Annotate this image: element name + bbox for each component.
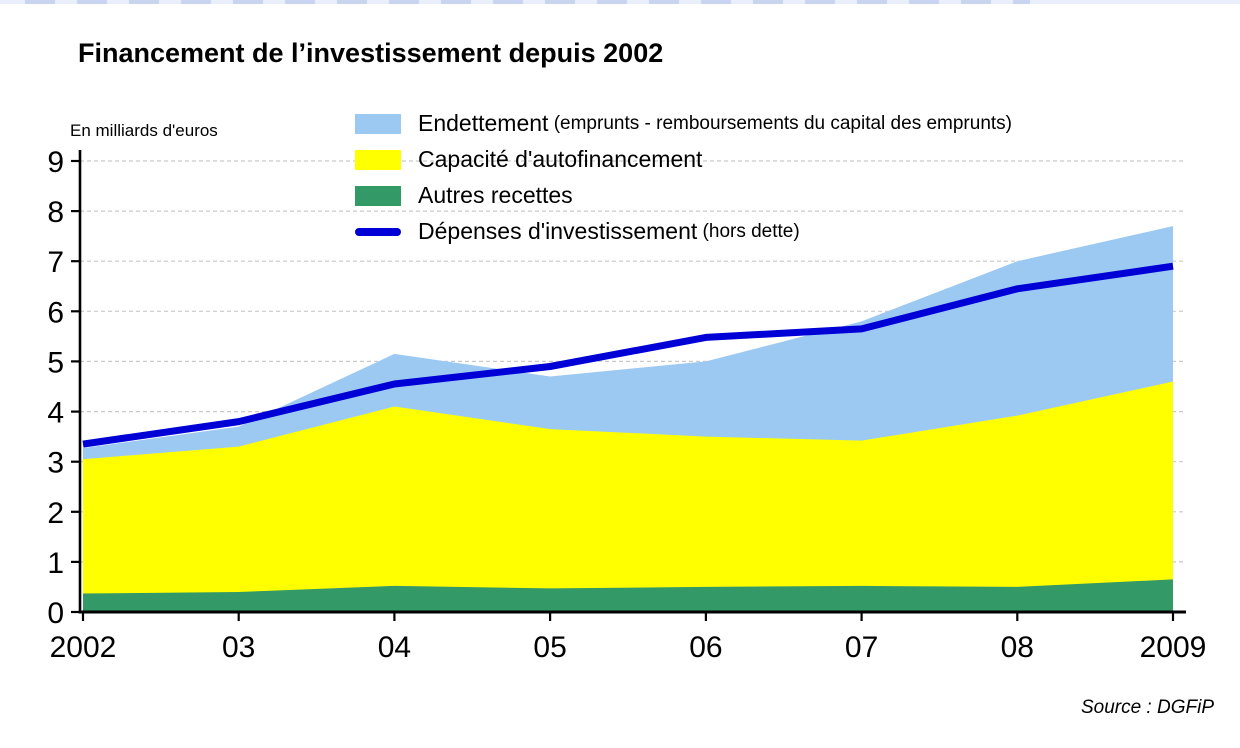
legend-label: Autres recettes: [418, 182, 573, 208]
y-tick-label: 5: [47, 346, 64, 379]
x-tick-label: 2009: [1140, 631, 1207, 664]
x-tick-label: 07: [845, 631, 878, 664]
legend-item: Autres recettes: [355, 182, 1012, 208]
legend-label: Endettement: [418, 110, 549, 136]
legend-label: Capacité d'autofinancement: [418, 146, 703, 172]
legend-item: Dépenses d'investissement (hors dette): [355, 218, 1012, 244]
y-tick-label: 6: [47, 296, 64, 329]
y-tick-label: 2: [47, 497, 64, 530]
legend-area-swatch: [355, 113, 401, 134]
legend-area-swatch: [355, 185, 401, 206]
cropped-toolbar-edge: [0, 0, 1240, 4]
line-depenses-investissement: [82, 262, 1174, 448]
legend-label: Dépenses d'investissement: [418, 218, 698, 244]
legend-area-swatch: [355, 149, 401, 170]
legend-note: (emprunts - remboursements du capital de…: [548, 112, 1013, 134]
y-tick-label: 7: [47, 246, 64, 279]
y-tick-label: 8: [47, 196, 64, 229]
legend-item: Endettement (emprunts - remboursements d…: [355, 110, 1013, 136]
source-label: Source : DGFiP: [1080, 697, 1214, 718]
y-tick-label: 1: [47, 547, 64, 580]
x-tick-label: 06: [689, 631, 722, 664]
x-tick-label: 03: [222, 631, 255, 664]
legend-line-swatch: [355, 227, 401, 236]
y-tick-label: 9: [47, 146, 64, 179]
y-tick-label: 4: [47, 397, 64, 430]
y-tick-label: 3: [47, 447, 64, 480]
y-tick-label: 0: [47, 597, 64, 630]
y-axis-unit-label: En milliards d'euros: [70, 121, 218, 140]
x-tick-label: 04: [378, 631, 411, 664]
legend: Endettement (emprunts - remboursements d…: [355, 110, 1013, 244]
area-autres-recettes: [83, 579, 1173, 612]
x-tick-label: 2002: [50, 631, 117, 664]
x-tick-label: 05: [533, 631, 566, 664]
chart-title: Financement de l’investissement depuis 2…: [78, 38, 664, 68]
x-tick-label: 08: [1001, 631, 1034, 664]
area-capacite-autofinancement: [83, 381, 1173, 612]
legend-note: (hors dette): [697, 220, 800, 242]
legend-item: Capacité d'autofinancement: [355, 146, 1012, 172]
cropped-toolbar-edge-dashes: [25, 0, 1030, 4]
